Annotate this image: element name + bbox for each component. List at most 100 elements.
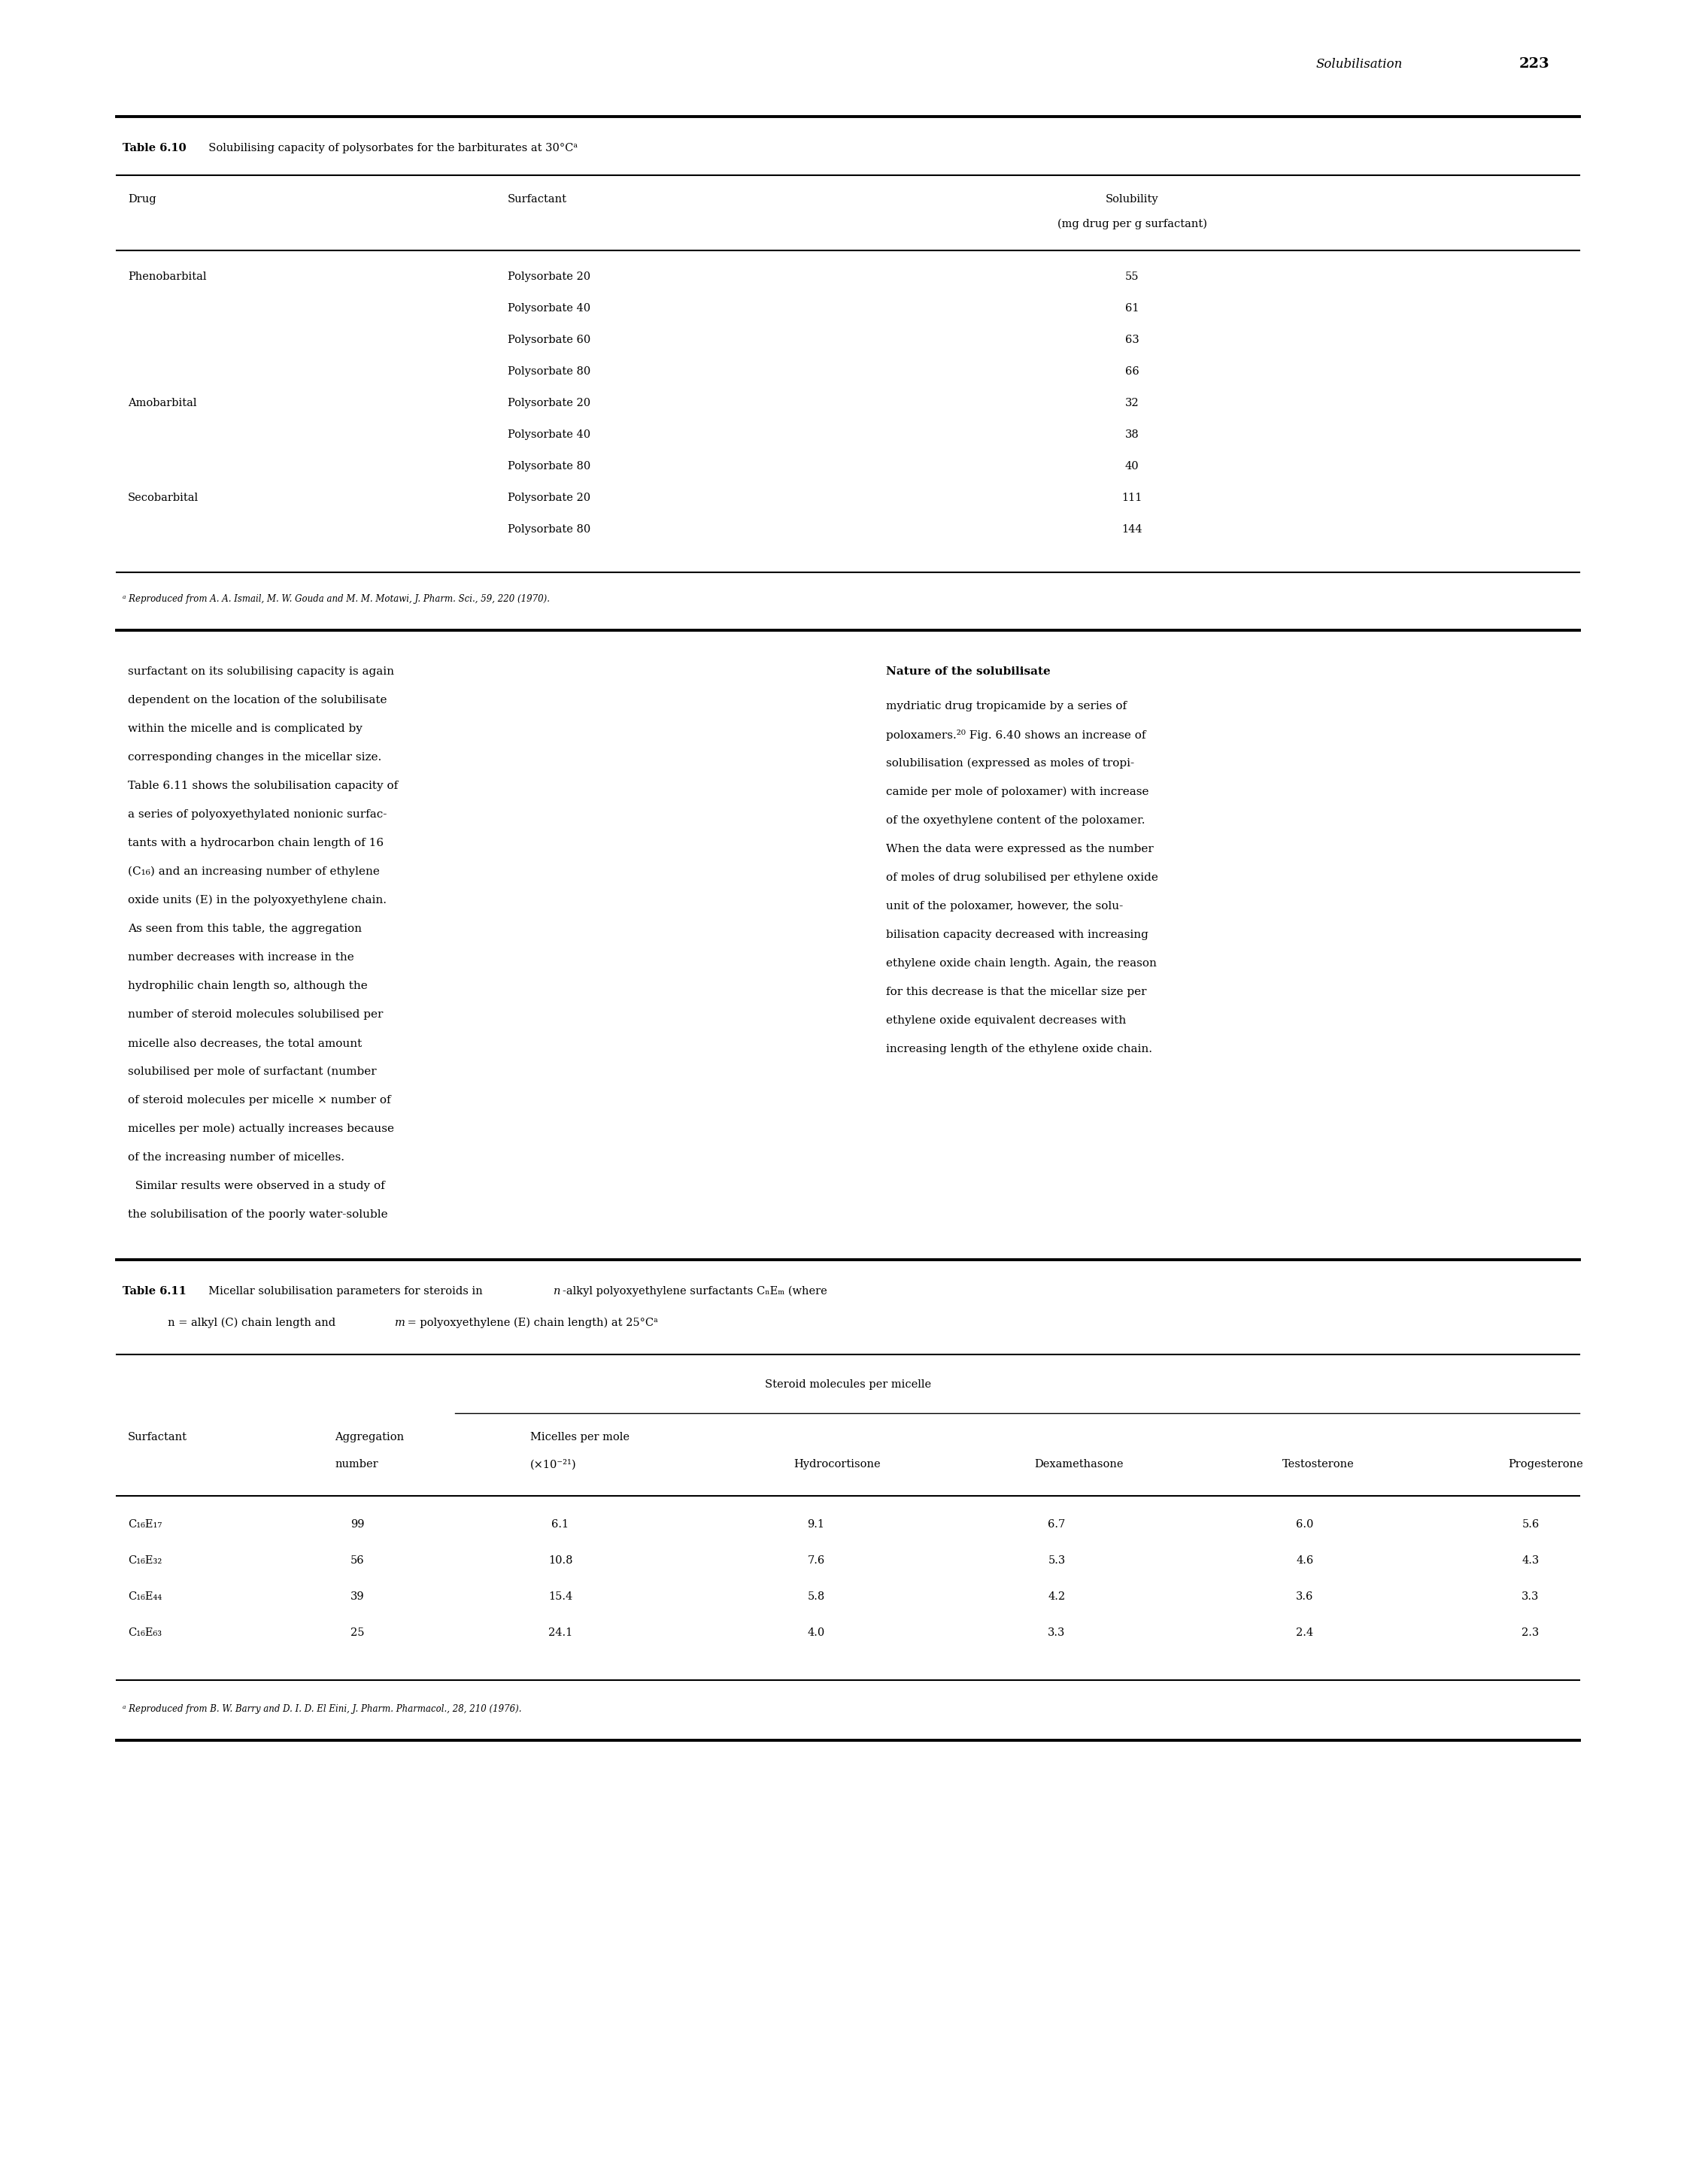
Text: (C₁₆) and an increasing number of ethylene: (C₁₆) and an increasing number of ethyle… [128,867,380,878]
Text: surfactant on its solubilising capacity is again: surfactant on its solubilising capacity … [128,666,394,677]
Text: 2.3: 2.3 [1521,1627,1540,1638]
Text: Polysorbate 20: Polysorbate 20 [507,271,590,282]
Text: bilisation capacity decreased with increasing: bilisation capacity decreased with incre… [886,930,1148,939]
Text: within the micelle and is complicated by: within the micelle and is complicated by [128,723,362,734]
Text: Table 6.11: Table 6.11 [123,1286,186,1297]
Text: micelle also decreases, the total amount: micelle also decreases, the total amount [128,1037,362,1048]
Text: Micelles per mole: Micelles per mole [531,1433,629,1441]
Text: Polysorbate 20: Polysorbate 20 [507,494,590,502]
Text: 63: 63 [1126,334,1139,345]
Text: C₁₆E₄₄: C₁₆E₄₄ [128,1592,162,1601]
Text: When the data were expressed as the number: When the data were expressed as the numb… [886,843,1153,854]
Text: 55: 55 [1126,271,1139,282]
Text: 32: 32 [1126,397,1139,408]
Text: Table 6.11 shows the solubilisation capacity of: Table 6.11 shows the solubilisation capa… [128,780,399,791]
Text: 6.7: 6.7 [1048,1520,1065,1529]
Text: Nature of the solubilisate: Nature of the solubilisate [886,666,1049,677]
Text: 3.6: 3.6 [1296,1592,1313,1601]
Text: solubilised per mole of surfactant (number: solubilised per mole of surfactant (numb… [128,1066,377,1077]
Text: the solubilisation of the poorly water-soluble: the solubilisation of the poorly water-s… [128,1210,387,1221]
Text: -alkyl polyoxyethylene surfactants CₙEₘ (where: -alkyl polyoxyethylene surfactants CₙEₘ … [563,1286,826,1297]
Text: Polysorbate 40: Polysorbate 40 [507,430,590,439]
Text: 25: 25 [350,1627,365,1638]
Text: Similar results were observed in a study of: Similar results were observed in a study… [128,1182,385,1190]
Text: tants with a hydrocarbon chain length of 16: tants with a hydrocarbon chain length of… [128,839,384,847]
Text: 10.8: 10.8 [548,1555,573,1566]
Text: 3.3: 3.3 [1521,1592,1540,1601]
Text: 4.0: 4.0 [808,1627,825,1638]
Text: 5.3: 5.3 [1048,1555,1065,1566]
Text: 38: 38 [1126,430,1139,439]
Text: for this decrease is that the micellar size per: for this decrease is that the micellar s… [886,987,1146,998]
Text: 24.1: 24.1 [548,1627,573,1638]
Text: 6.0: 6.0 [1296,1520,1313,1529]
Text: n = alkyl (C) chain length and: n = alkyl (C) chain length and [123,1317,340,1328]
Text: of steroid molecules per micelle × number of: of steroid molecules per micelle × numbe… [128,1094,390,1105]
Text: 40: 40 [1126,461,1139,472]
Text: ᵃ Reproduced from A. A. Ismail, M. W. Gouda and M. M. Motawi, J. Pharm. Sci., 59: ᵃ Reproduced from A. A. Ismail, M. W. Go… [123,594,549,603]
Text: solubilisation (expressed as moles of tropi-: solubilisation (expressed as moles of tr… [886,758,1134,769]
Text: Steroid molecules per micelle: Steroid molecules per micelle [766,1380,931,1389]
Text: Secobarbital: Secobarbital [128,494,199,502]
Text: Polysorbate 80: Polysorbate 80 [507,367,590,378]
Text: 61: 61 [1126,304,1139,314]
Text: 66: 66 [1126,367,1139,378]
Text: 99: 99 [350,1520,365,1529]
Text: (×10⁻²¹): (×10⁻²¹) [531,1459,576,1470]
Text: Solubility: Solubility [1105,194,1158,205]
Text: Surfactant: Surfactant [128,1433,188,1441]
Text: 3.3: 3.3 [1048,1627,1065,1638]
Text: 15.4: 15.4 [548,1592,573,1601]
Text: Aggregation: Aggregation [335,1433,404,1441]
Text: oxide units (E) in the polyoxyethylene chain.: oxide units (E) in the polyoxyethylene c… [128,895,387,906]
Text: Polysorbate 80: Polysorbate 80 [507,461,590,472]
Text: of the oxyethylene content of the poloxamer.: of the oxyethylene content of the poloxa… [886,815,1144,826]
Text: n: n [554,1286,561,1297]
Text: m: m [395,1317,406,1328]
Text: ᵃ Reproduced from B. W. Barry and D. I. D. El Eini, J. Pharm. Pharmacol., 28, 21: ᵃ Reproduced from B. W. Barry and D. I. … [123,1704,522,1714]
Text: As seen from this table, the aggregation: As seen from this table, the aggregation [128,924,362,935]
Text: 5.6: 5.6 [1521,1520,1540,1529]
Text: C₁₆E₃₂: C₁₆E₃₂ [128,1555,162,1566]
Text: C₁₆E₁₇: C₁₆E₁₇ [128,1520,162,1529]
Text: micelles per mole) actually increases because: micelles per mole) actually increases be… [128,1123,394,1133]
Text: poloxamers.²⁰ Fig. 6.40 shows an increase of: poloxamers.²⁰ Fig. 6.40 shows an increas… [886,729,1146,740]
Text: C₁₆E₆₃: C₁₆E₆₃ [128,1627,162,1638]
Text: = polyoxyethylene (E) chain length) at 25°Cᵃ: = polyoxyethylene (E) chain length) at 2… [404,1317,657,1328]
Text: 7.6: 7.6 [808,1555,825,1566]
Text: number of steroid molecules solubilised per: number of steroid molecules solubilised … [128,1009,384,1020]
Text: camide per mole of poloxamer) with increase: camide per mole of poloxamer) with incre… [886,786,1149,797]
Text: 144: 144 [1122,524,1142,535]
Text: Progesterone: Progesterone [1507,1459,1584,1470]
Text: of moles of drug solubilised per ethylene oxide: of moles of drug solubilised per ethylen… [886,871,1158,882]
Text: Hydrocortisone: Hydrocortisone [794,1459,880,1470]
Text: 4.6: 4.6 [1296,1555,1313,1566]
Text: Amobarbital: Amobarbital [128,397,196,408]
Text: Testosterone: Testosterone [1283,1459,1354,1470]
Text: 223: 223 [1519,57,1550,70]
Text: number decreases with increase in the: number decreases with increase in the [128,952,355,963]
Text: Polysorbate 80: Polysorbate 80 [507,524,590,535]
Text: ethylene oxide chain length. Again, the reason: ethylene oxide chain length. Again, the … [886,959,1156,970]
Text: Drug: Drug [128,194,155,205]
Text: 5.8: 5.8 [808,1592,825,1601]
Text: Polysorbate 40: Polysorbate 40 [507,304,590,314]
Text: 6.1: 6.1 [551,1520,570,1529]
Text: 4.3: 4.3 [1521,1555,1540,1566]
Text: Micellar solubilisation parameters for steroids in: Micellar solubilisation parameters for s… [201,1286,487,1297]
Text: Solubilising capacity of polysorbates for the barbiturates at 30°Cᵃ: Solubilising capacity of polysorbates fo… [201,142,578,153]
Text: Phenobarbital: Phenobarbital [128,271,206,282]
Text: dependent on the location of the solubilisate: dependent on the location of the solubil… [128,695,387,705]
Text: Polysorbate 20: Polysorbate 20 [507,397,590,408]
Text: mydriatic drug tropicamide by a series of: mydriatic drug tropicamide by a series o… [886,701,1126,712]
Text: increasing length of the ethylene oxide chain.: increasing length of the ethylene oxide … [886,1044,1153,1055]
Text: 56: 56 [350,1555,365,1566]
Text: 111: 111 [1122,494,1142,502]
Text: Solubilisation: Solubilisation [1317,57,1403,70]
Text: Dexamethasone: Dexamethasone [1034,1459,1124,1470]
Text: number: number [335,1459,379,1470]
Text: 2.4: 2.4 [1296,1627,1313,1638]
Text: ethylene oxide equivalent decreases with: ethylene oxide equivalent decreases with [886,1016,1126,1026]
Text: a series of polyoxyethylated nonionic surfac-: a series of polyoxyethylated nonionic su… [128,810,387,819]
Text: Surfactant: Surfactant [507,194,568,205]
